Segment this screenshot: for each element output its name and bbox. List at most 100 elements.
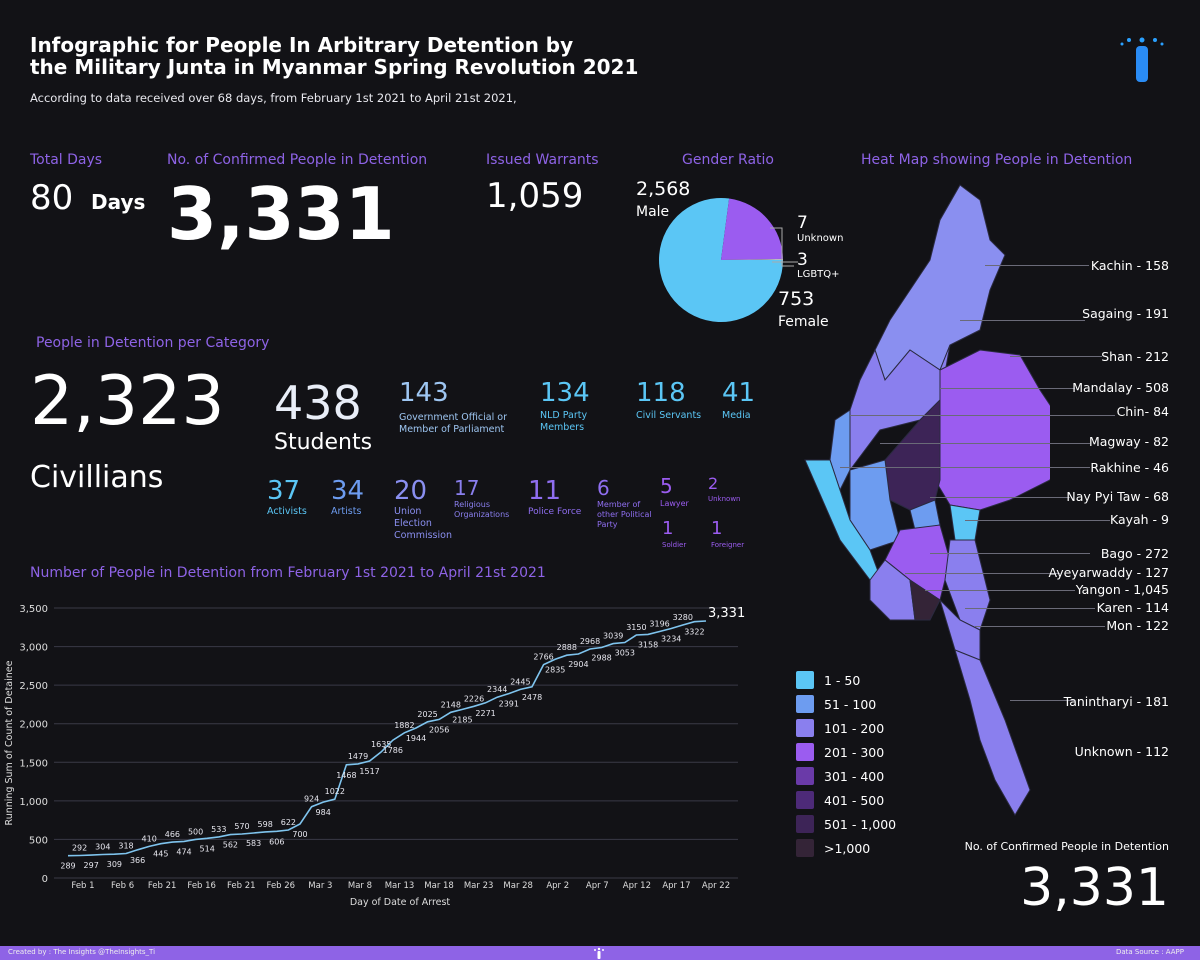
data-label: 1635 bbox=[371, 740, 391, 749]
legend-item: 1 - 50 bbox=[796, 671, 996, 693]
map-label: Heat Map showing People in Detention bbox=[861, 152, 1133, 168]
data-label: 292 bbox=[72, 843, 87, 852]
data-label: 2025 bbox=[417, 710, 437, 719]
unknown-label: Unknown bbox=[797, 233, 844, 244]
legend-swatch bbox=[796, 743, 814, 761]
region-label: Tanintharyi - 181 bbox=[1063, 694, 1169, 709]
region-mon bbox=[939, 599, 981, 661]
total-days-unit: Days bbox=[91, 190, 146, 214]
leader-line bbox=[925, 590, 1075, 591]
data-label: 1786 bbox=[383, 746, 403, 755]
region-kayah bbox=[949, 504, 981, 541]
legend-swatch bbox=[796, 767, 814, 785]
male-value: 2,568 bbox=[636, 178, 691, 200]
data-label: 533 bbox=[211, 825, 226, 834]
data-label: 622 bbox=[281, 818, 296, 827]
x-tick-label: Mar 3 bbox=[308, 881, 332, 891]
bottom-confirmed-value: 3,331 bbox=[1020, 858, 1169, 918]
legend-swatch bbox=[796, 839, 814, 857]
data-label: 598 bbox=[258, 820, 273, 829]
y-axis-title: Running Sum of Count of Detainee bbox=[4, 660, 15, 825]
pie-slice-unknown bbox=[721, 258, 783, 260]
y-tick-label: 3,500 bbox=[19, 604, 48, 615]
cat-media: 41 Media bbox=[722, 378, 756, 421]
data-label: 466 bbox=[165, 830, 180, 839]
legend-swatch bbox=[796, 719, 814, 737]
data-label: 3158 bbox=[638, 640, 658, 649]
legend-swatch bbox=[796, 695, 814, 713]
myanmar-heat-map bbox=[804, 184, 1050, 816]
leader-line bbox=[850, 415, 1115, 416]
data-label: 3039 bbox=[603, 632, 623, 641]
x-tick-label: Apr 7 bbox=[586, 881, 609, 891]
cat-gov-official: 143 Government Official or Member of Par… bbox=[399, 378, 507, 435]
data-label: 2904 bbox=[568, 660, 588, 669]
bottom-confirmed-label: No. of Confirmed People in Detention bbox=[964, 840, 1169, 853]
x-tick-label: Mar 13 bbox=[385, 881, 415, 891]
legend-swatch bbox=[796, 791, 814, 809]
x-tick-label: Apr 22 bbox=[702, 881, 730, 891]
data-label: 3322 bbox=[684, 628, 704, 637]
x-tick-label: Mar 28 bbox=[503, 881, 533, 891]
data-label: 2835 bbox=[545, 665, 565, 674]
y-tick-label: 3,000 bbox=[19, 643, 48, 654]
cat-activists: 37 Activists bbox=[267, 476, 307, 517]
data-label: 318 bbox=[118, 841, 133, 850]
students-label: Students bbox=[274, 430, 373, 455]
leader-line bbox=[880, 443, 1090, 444]
region-label: Mandalay - 508 bbox=[1072, 380, 1169, 395]
data-label: 570 bbox=[234, 822, 249, 831]
cat-religious: 17 Religious Organizations bbox=[454, 476, 510, 519]
data-label: 3234 bbox=[661, 635, 681, 644]
cat-foreigner: 1 Foreigner bbox=[711, 518, 745, 549]
warrants-value: 1,059 bbox=[486, 176, 584, 216]
legend-item: 101 - 200 bbox=[796, 719, 996, 741]
female-value: 753 bbox=[778, 288, 815, 310]
region-shan bbox=[934, 349, 1050, 511]
lgbtq-label: LGBTQ+ bbox=[797, 269, 840, 280]
leader-line bbox=[1010, 700, 1075, 701]
data-label: 606 bbox=[269, 837, 284, 846]
legend-item: 401 - 500 bbox=[796, 791, 996, 813]
data-label: 1479 bbox=[348, 752, 368, 761]
footer-logo-icon bbox=[594, 947, 604, 959]
data-label: 2271 bbox=[475, 709, 495, 718]
region-label: Mon - 122 bbox=[1106, 618, 1169, 633]
cat-lawyer: 5 Lawyer bbox=[660, 474, 689, 508]
data-label: 2391 bbox=[499, 700, 519, 709]
x-axis-title: Day of Date of Arrest bbox=[350, 897, 451, 908]
data-label: 700 bbox=[292, 830, 307, 839]
data-label: 3150 bbox=[626, 623, 646, 632]
data-label: 297 bbox=[84, 861, 99, 870]
legend-swatch bbox=[796, 815, 814, 833]
leader-line bbox=[960, 320, 1085, 321]
cat-civil-servants: 118 Civil Servants bbox=[636, 378, 702, 421]
y-tick-label: 2,500 bbox=[19, 681, 48, 692]
leader-line bbox=[930, 497, 1070, 498]
page-title: Infographic for People In Arbitrary Dete… bbox=[30, 33, 639, 79]
data-label: 984 bbox=[316, 808, 331, 817]
x-tick-label: Feb 26 bbox=[267, 881, 296, 891]
x-tick-label: Mar 18 bbox=[424, 881, 454, 891]
legend-item: >1,000 bbox=[796, 839, 996, 861]
data-label: 2056 bbox=[429, 725, 449, 734]
leader-line bbox=[985, 265, 1089, 266]
data-label: 309 bbox=[107, 860, 122, 869]
data-label: 2478 bbox=[522, 693, 542, 702]
leader-line bbox=[930, 553, 1090, 554]
unknown-value: 7 bbox=[797, 213, 808, 233]
x-tick-label: Feb 1 bbox=[71, 881, 94, 891]
region-label: Yangon - 1,045 bbox=[1075, 582, 1169, 597]
leader-line bbox=[975, 626, 1105, 627]
region-label: Ayeyarwaddy - 127 bbox=[1048, 565, 1169, 580]
data-label: 2344 bbox=[487, 685, 507, 694]
cat-police: 11 Police Force bbox=[528, 476, 582, 517]
region-yangon bbox=[909, 578, 941, 621]
confirmed-label: No. of Confirmed People in Detention bbox=[167, 152, 428, 168]
y-tick-label: 500 bbox=[29, 835, 48, 846]
footer-bar: Created by : The Insights @TheInsights_T… bbox=[0, 946, 1200, 960]
data-label: 474 bbox=[176, 847, 191, 856]
page-subtitle: According to data received over 68 days,… bbox=[30, 91, 517, 105]
leader-line bbox=[940, 388, 1075, 389]
region-label: Rakhine - 46 bbox=[1090, 460, 1169, 475]
